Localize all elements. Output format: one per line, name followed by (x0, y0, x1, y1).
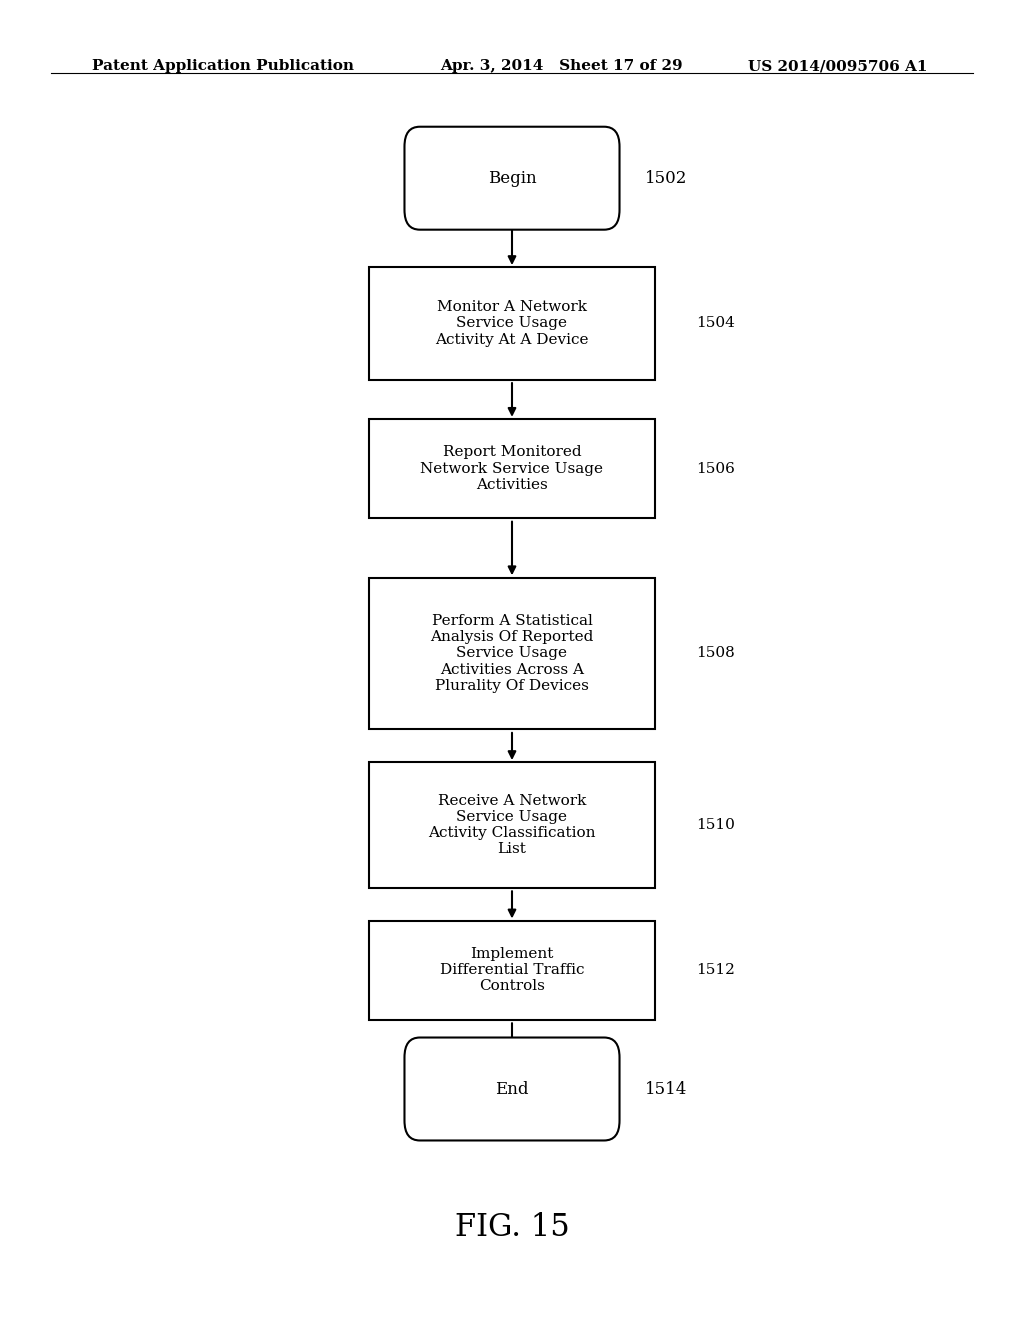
Text: 1506: 1506 (696, 462, 735, 475)
Text: 1514: 1514 (645, 1081, 687, 1097)
Text: Monitor A Network
Service Usage
Activity At A Device: Monitor A Network Service Usage Activity… (435, 300, 589, 347)
FancyBboxPatch shape (369, 763, 655, 887)
Text: Begin: Begin (487, 170, 537, 186)
Text: Implement
Differential Traffic
Controls: Implement Differential Traffic Controls (439, 946, 585, 994)
Text: Perform A Statistical
Analysis Of Reported
Service Usage
Activities Across A
Plu: Perform A Statistical Analysis Of Report… (430, 614, 594, 693)
FancyBboxPatch shape (404, 127, 620, 230)
Text: 1502: 1502 (645, 170, 687, 186)
FancyBboxPatch shape (369, 267, 655, 380)
Text: 1504: 1504 (696, 317, 735, 330)
Text: US 2014/0095706 A1: US 2014/0095706 A1 (748, 59, 927, 74)
Text: Receive A Network
Service Usage
Activity Classification
List: Receive A Network Service Usage Activity… (428, 793, 596, 857)
Text: Patent Application Publication: Patent Application Publication (92, 59, 354, 74)
Text: End: End (496, 1081, 528, 1097)
FancyBboxPatch shape (369, 578, 655, 729)
FancyBboxPatch shape (404, 1038, 620, 1140)
Text: FIG. 15: FIG. 15 (455, 1212, 569, 1243)
Text: 1508: 1508 (696, 647, 735, 660)
Text: Apr. 3, 2014   Sheet 17 of 29: Apr. 3, 2014 Sheet 17 of 29 (440, 59, 683, 74)
Text: 1510: 1510 (696, 818, 735, 832)
Text: Report Monitored
Network Service Usage
Activities: Report Monitored Network Service Usage A… (421, 445, 603, 492)
Text: 1512: 1512 (696, 964, 735, 977)
FancyBboxPatch shape (369, 921, 655, 1019)
FancyBboxPatch shape (369, 420, 655, 517)
